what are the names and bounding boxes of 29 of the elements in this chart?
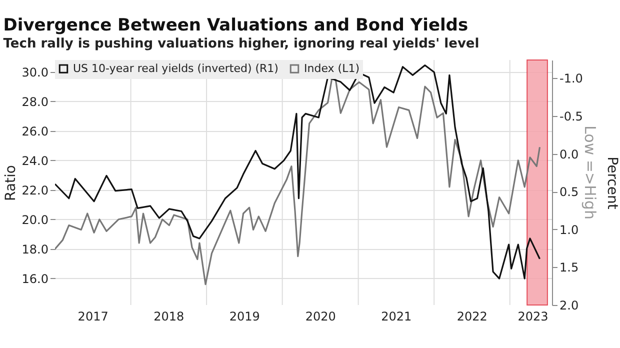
x-tick-label: 2022 (456, 310, 488, 324)
x-tick-label: 2021 (381, 310, 412, 324)
y2-tick-label: 1.0 (560, 222, 579, 237)
y-tick-label: 26.0 (22, 124, 48, 138)
y-tick-label: 18.0 (22, 242, 48, 256)
y-tick-label: 30.0 (22, 65, 48, 80)
chart-subtitle: Tech rally is pushing valuations higher, ignoring real yields' level (3, 36, 480, 52)
y2-tick-label: 1.5 (560, 260, 579, 275)
x-tick-label: 2023 (518, 310, 548, 324)
chart-title: Divergence Between Valuations and Bond Yields (3, 16, 468, 36)
y-tick-label: 16.0 (22, 272, 48, 286)
x-tick-label: 2018 (154, 310, 184, 324)
legend-label: US 10-year real yields (inverted) (R1) (73, 62, 278, 75)
x-tick-label: 2017 (78, 310, 108, 324)
y-tick-label: 24.0 (22, 154, 48, 168)
text: Low =>High (581, 126, 599, 220)
x-tick-label: 2020 (305, 310, 336, 324)
y2-axis-title: Percent (604, 156, 620, 210)
y2-tick-label: 0.5 (560, 185, 579, 200)
y2-tick-label: -0.5 (560, 109, 583, 124)
x-tick-label: 2019 (229, 310, 260, 324)
legend-label: Index (L1) (304, 62, 360, 75)
y-tick-label: 22.0 (22, 183, 48, 198)
y-axis-title: Ratio (2, 165, 19, 201)
y2-tick-label: 2.0 (560, 298, 579, 312)
y-tick-label: 28.0 (22, 94, 48, 109)
y-tick-label: 20.0 (22, 212, 48, 227)
y2-tick-label: -1.0 (560, 72, 583, 86)
y2-tick-label: 0.0 (560, 147, 579, 162)
